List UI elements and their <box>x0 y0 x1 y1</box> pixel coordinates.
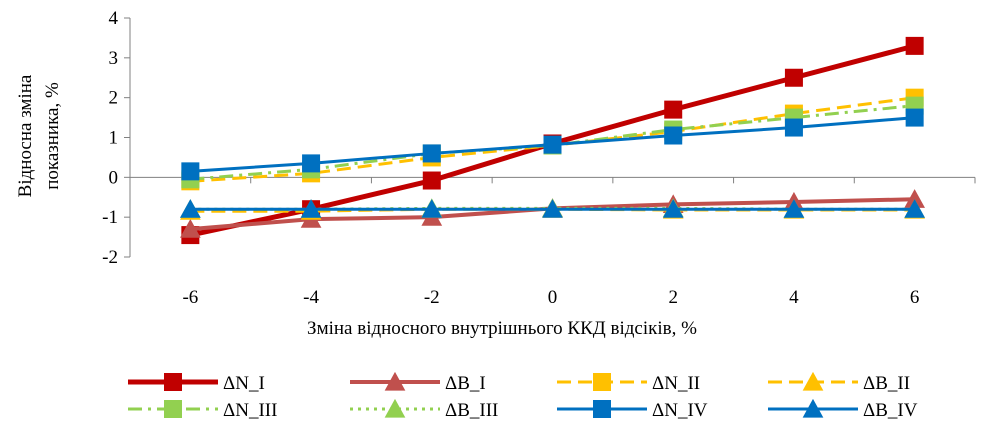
y-tick-label: 3 <box>109 48 119 69</box>
legend-swatch-marker <box>164 373 182 391</box>
x-tick-label: 2 <box>668 287 678 308</box>
x-axis-title: Зміна відносного внутрішнього ККД відсік… <box>307 318 697 339</box>
y-tick-label: 4 <box>109 8 119 29</box>
data-point <box>664 100 683 119</box>
y-tick-label: 2 <box>109 88 119 109</box>
x-tick-label: 0 <box>548 287 558 308</box>
data-point <box>180 199 201 218</box>
legend-label: ΔN_II <box>652 373 700 394</box>
legend-swatch-marker <box>384 398 406 418</box>
x-tick-label: -2 <box>424 287 440 308</box>
legend-swatch-marker <box>384 371 406 391</box>
data-point <box>181 162 200 181</box>
y-tick-label: 1 <box>109 128 119 149</box>
legend-item: ΔB_IV <box>768 398 918 421</box>
axes: 4 3 2 1 0 -1 -2 -6 -4 -2 0 2 4 6 <box>102 8 976 308</box>
data-point <box>180 219 201 238</box>
data-point <box>783 199 805 218</box>
legend-swatch-marker <box>593 400 611 418</box>
legend-item: ΔN_IV <box>557 400 708 421</box>
legend-label: ΔB_III <box>445 400 498 421</box>
data-point <box>302 154 321 173</box>
x-tick-label: 6 <box>910 287 920 308</box>
legend-swatch-marker <box>802 371 824 391</box>
y-tick-label: 0 <box>109 167 119 188</box>
legend-item: ΔN_I <box>128 373 265 394</box>
data-point <box>904 199 925 218</box>
legend-label: ΔB_I <box>445 373 486 394</box>
legend-item: ΔB_III <box>350 398 498 421</box>
data-point <box>542 199 563 218</box>
data-point <box>662 199 684 218</box>
x-tick-label: 4 <box>789 287 799 308</box>
legend-swatch-marker <box>802 398 824 418</box>
legend-label: ΔN_III <box>223 400 277 421</box>
legend-swatch-marker <box>164 400 182 418</box>
legend-item: ΔN_II <box>557 373 700 394</box>
data-point <box>784 68 803 87</box>
series-ΔB_IV <box>180 199 925 218</box>
y-tick-label: -2 <box>102 247 118 268</box>
series-layer <box>180 36 925 245</box>
y-axis-title-line-2: показника, % <box>42 82 63 190</box>
data-point <box>784 118 803 137</box>
data-point <box>422 144 441 163</box>
legend-label: ΔN_IV <box>652 400 708 421</box>
data-point <box>664 126 683 145</box>
legend-label: ΔB_IV <box>863 400 918 421</box>
x-tick-label: -4 <box>303 287 319 308</box>
legend-label: ΔN_I <box>223 373 265 394</box>
legend-item: ΔN_III <box>128 400 277 421</box>
series-ΔN_IV <box>181 108 924 181</box>
legend: ΔN_I ΔB_I ΔN_II ΔB_II ΔN_III ΔB_III ΔN_IV ΔB_IV <box>128 371 918 421</box>
data-point <box>422 171 441 190</box>
data-point <box>905 36 924 55</box>
data-point <box>421 199 443 218</box>
data-point <box>905 108 924 127</box>
x-tick-label: -6 <box>182 287 198 308</box>
y-tick-label: -1 <box>102 207 118 228</box>
legend-item: ΔB_I <box>350 371 486 394</box>
legend-swatch-marker <box>593 373 611 391</box>
y-axis-title-line-1: Відносна зміна <box>15 74 36 197</box>
data-point <box>543 135 562 154</box>
legend-item: ΔB_II <box>768 371 910 394</box>
data-point <box>300 199 322 218</box>
legend-label: ΔB_II <box>863 373 910 394</box>
